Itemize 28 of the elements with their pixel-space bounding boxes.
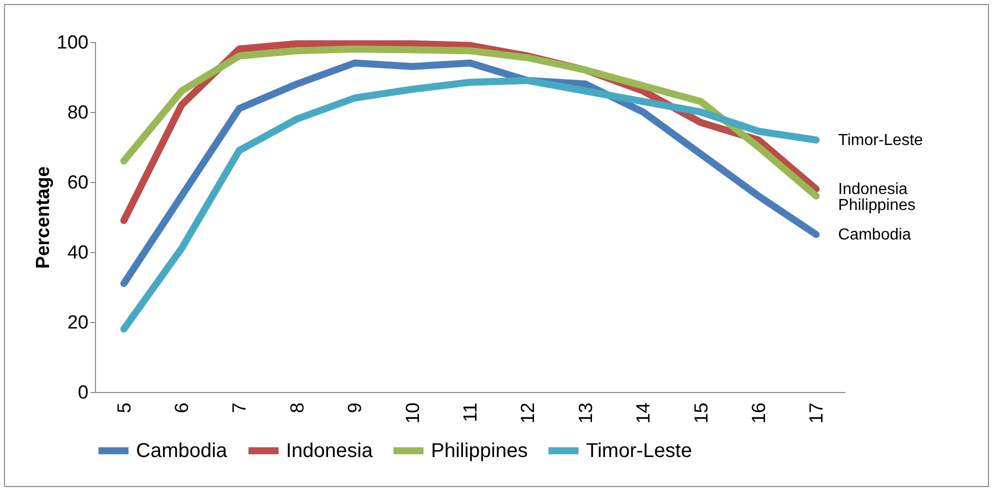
x-tick-label: 8 bbox=[287, 402, 308, 414]
x-tick-label: 9 bbox=[345, 402, 366, 414]
y-axis-title: Percentage bbox=[32, 166, 54, 269]
legend-label: Timor-Leste bbox=[586, 440, 692, 462]
x-tick-label: 16 bbox=[748, 402, 770, 424]
x-tick-label: 6 bbox=[172, 402, 194, 414]
y-tick-label: 80 bbox=[67, 102, 88, 124]
x-tick-label: 17 bbox=[806, 402, 828, 424]
text: Cambodia bbox=[838, 226, 912, 244]
x-tick-label: 5 bbox=[114, 402, 136, 414]
legend-label: Indonesia bbox=[286, 440, 374, 462]
x-tick-label: 12 bbox=[518, 402, 540, 424]
y-tick-label: 0 bbox=[78, 382, 88, 404]
x-tick-label: 10 bbox=[402, 402, 424, 424]
x-tick-label: 15 bbox=[691, 402, 712, 424]
x-tick-label: 11 bbox=[460, 402, 482, 422]
x-tick-label: 7 bbox=[230, 402, 251, 414]
legend-label: Cambodia bbox=[136, 440, 228, 462]
y-tick-label: 100 bbox=[56, 32, 88, 54]
legend-label: Philippines bbox=[431, 440, 528, 462]
text: Indonesia bbox=[838, 181, 908, 198]
y-tick-label: 20 bbox=[67, 312, 88, 334]
y-tick-label: 40 bbox=[67, 242, 88, 264]
y-tick-label: 60 bbox=[67, 172, 88, 194]
text: Philippines bbox=[838, 197, 916, 214]
x-tick-label: 13 bbox=[576, 402, 597, 424]
text: Timor-Leste bbox=[838, 132, 923, 149]
x-tick-label: 14 bbox=[634, 402, 655, 424]
